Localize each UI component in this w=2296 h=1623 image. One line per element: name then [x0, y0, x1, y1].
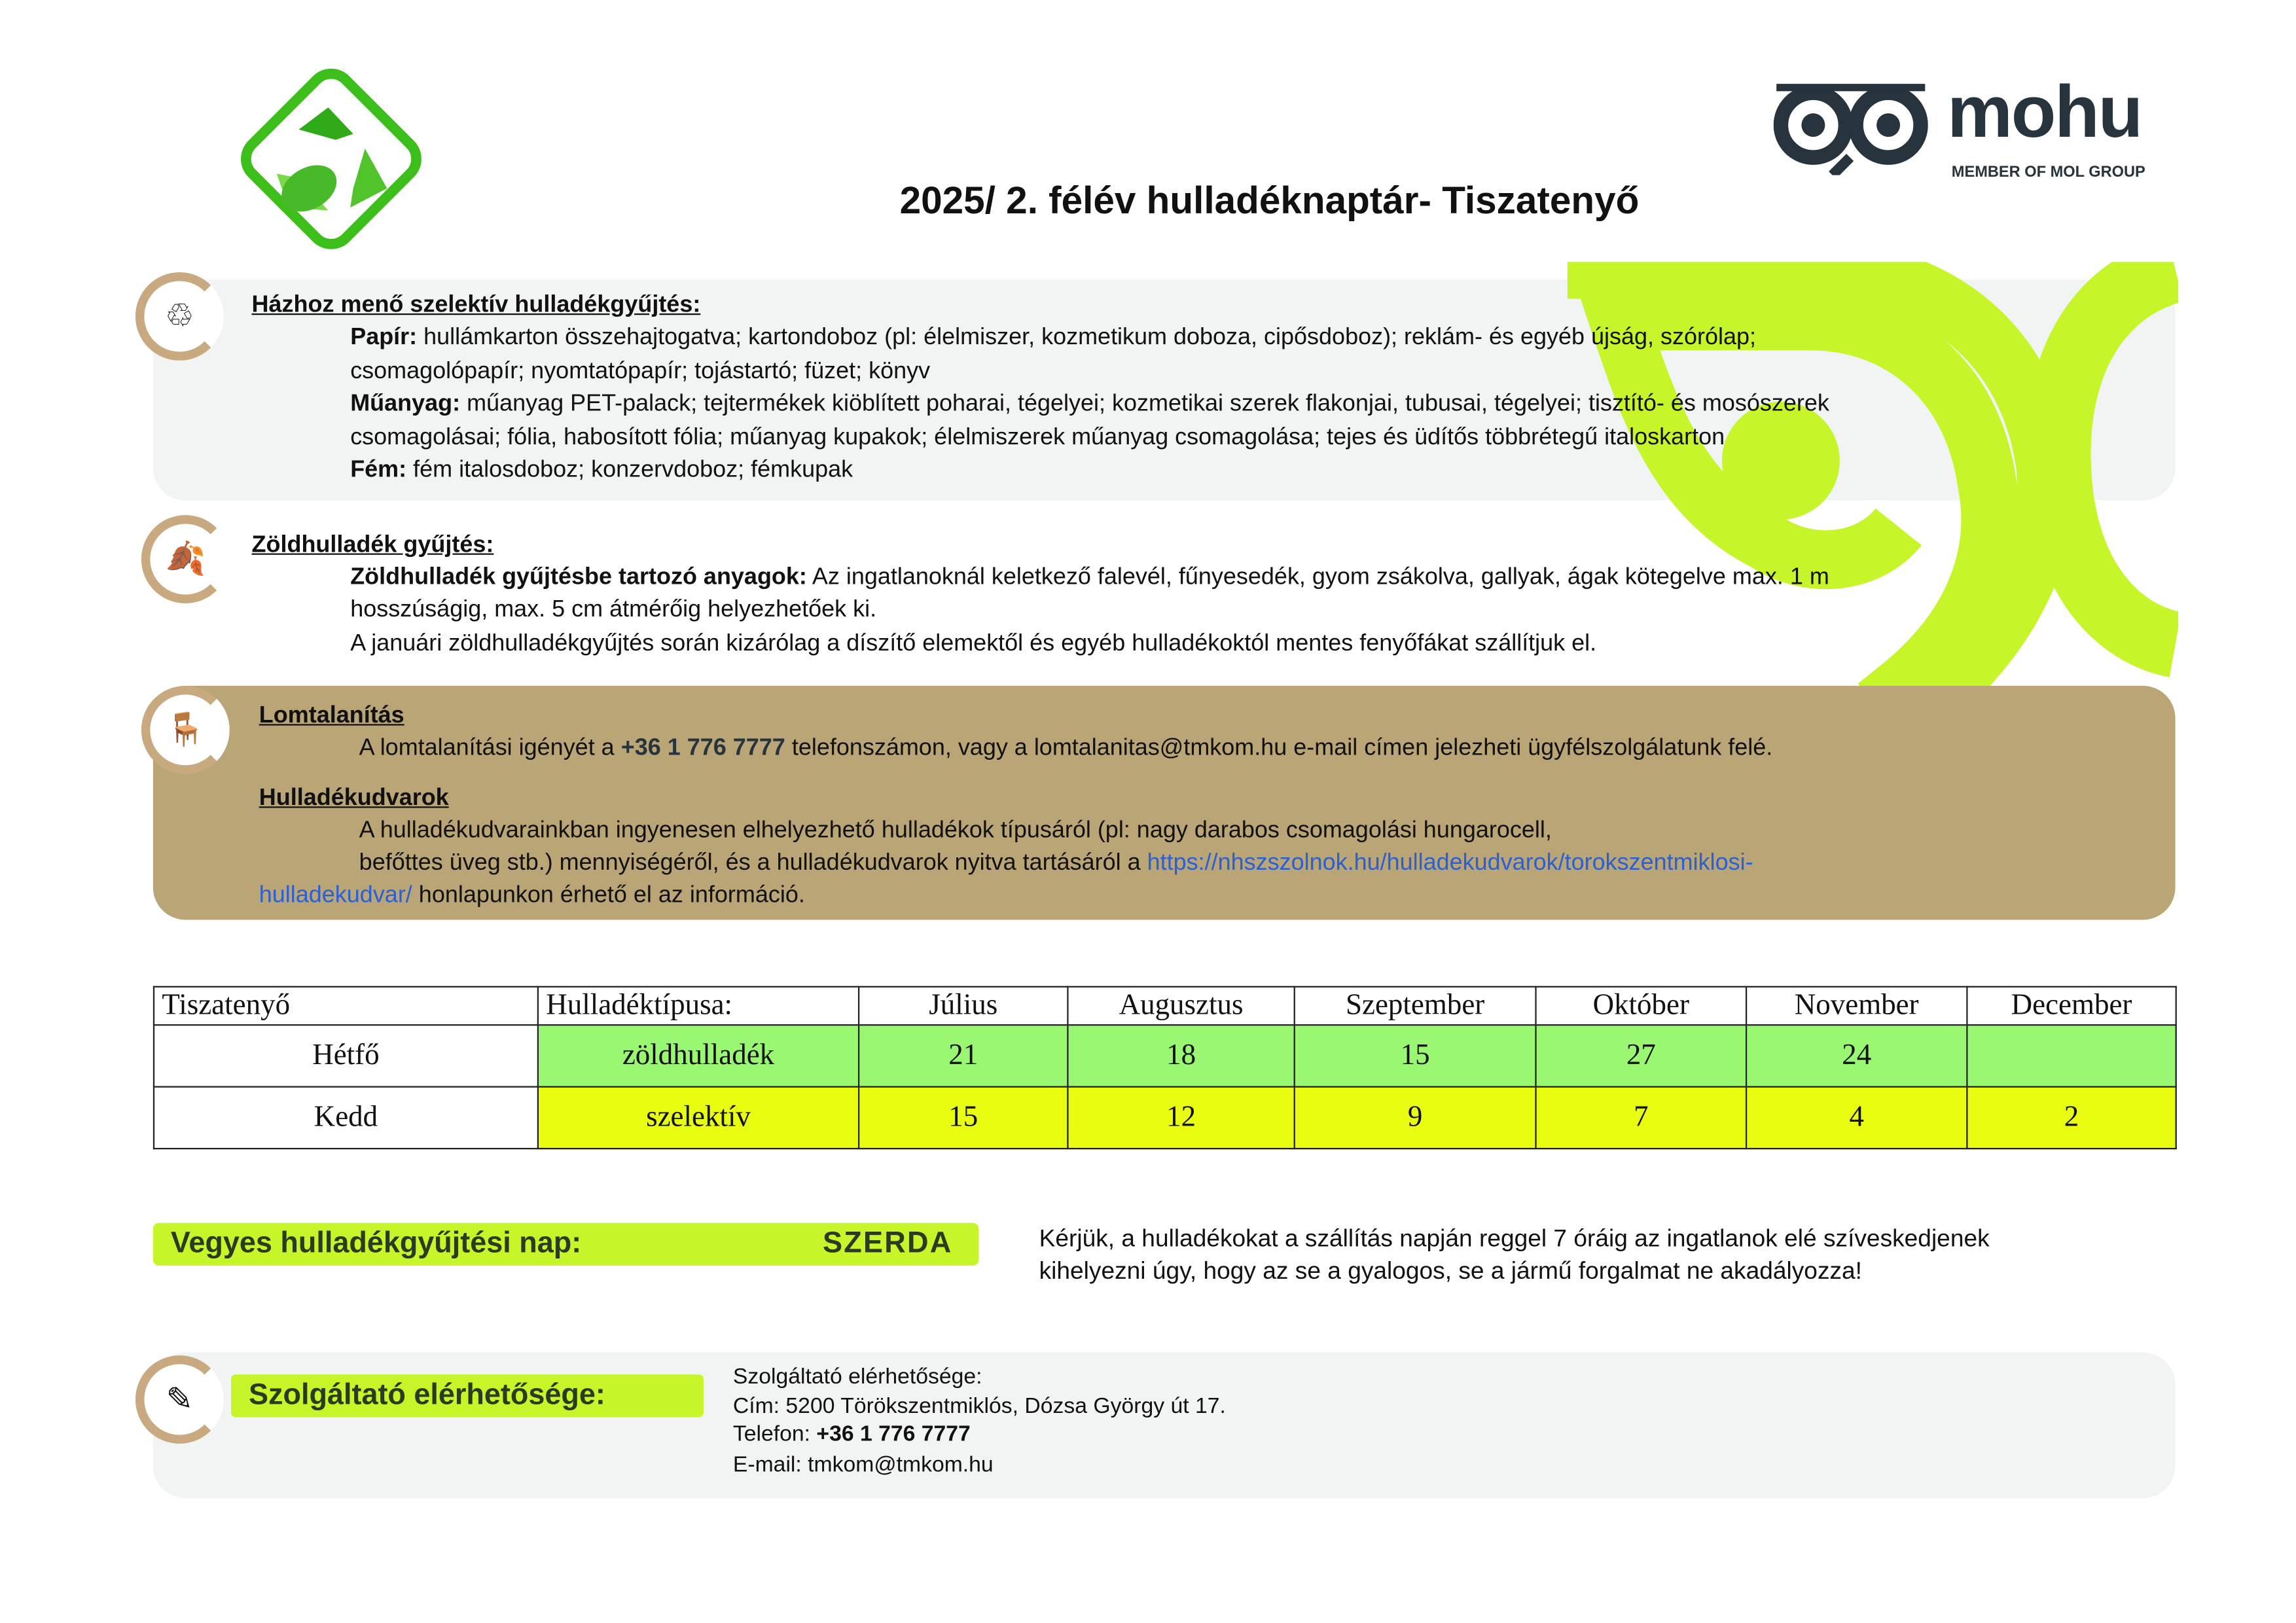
- mixed-label: Vegyes hulladékgyűjtési nap:: [170, 1227, 582, 1260]
- contact-email: E-mail: tmkom@tmkom.hu: [732, 1452, 994, 1478]
- page-title: 2025/ 2. félév hulladéknaptár- Tiszateny…: [899, 178, 1640, 223]
- date-cell: 2: [1966, 1086, 2177, 1150]
- selective-heading: Házhoz menő szelektív hulladékgyűjtés:: [251, 293, 701, 318]
- table-header-row: Tiszatenyő Hulladéktípusa: Július Augusz…: [152, 986, 2177, 1026]
- paper-label: Papír:: [350, 325, 418, 351]
- yards-line-3: hulladekudvar/ honlapunkon érhető el az …: [259, 880, 805, 914]
- notice-line-1: Kérjük, a hulladékokat a szállítás napjá…: [1039, 1226, 1990, 1253]
- header-cell: Hulladéktípusa:: [537, 986, 860, 1026]
- date-cell: 24: [1745, 1024, 1968, 1088]
- paper-text: hullámkarton összehajtogatva; kartondobo…: [417, 325, 1757, 351]
- header-cell: Október: [1535, 986, 1748, 1026]
- date-cell: 4: [1745, 1086, 1968, 1150]
- green-text: Az ingatlanoknál keletkező falevél, fűny…: [806, 565, 1829, 590]
- owl-icon: [1773, 84, 1928, 175]
- contact-address: Cím: 5200 Törökszentmiklós, Dózsa György…: [732, 1393, 1226, 1419]
- green-heading: Zöldhulladék gyűjtés:: [251, 533, 494, 558]
- mixed-day: SZERDA: [823, 1227, 953, 1260]
- green-label: Zöldhulladék gyűjtésbe tartozó anyagok:: [350, 565, 807, 590]
- bulky-post: telefonszámon, vagy a lomtalanitas@tmkom…: [785, 736, 1773, 761]
- recycle-logo: [241, 68, 422, 249]
- table-row: Hétfő zöldhulladék 21 18 15 27 24: [152, 1024, 2177, 1088]
- bulky-heading: Lomtalanítás: [259, 703, 404, 729]
- contact-phone-line: Telefon: +36 1 776 7777: [733, 1420, 971, 1450]
- yards-line-2: befőttes üveg stb.) mennyiségéről, és a …: [359, 847, 1753, 881]
- mixed-waste-bar: Vegyes hulladékgyűjtési nap: SZERDA: [152, 1222, 979, 1266]
- yards-text-end: honlapunkon érhető el az információ.: [412, 883, 805, 908]
- plastic-line-2: csomagolásai; fólia, habosított fólia; m…: [350, 425, 1725, 451]
- date-cell: 27: [1535, 1024, 1748, 1088]
- date-cell: 9: [1293, 1086, 1537, 1150]
- leaf-section-icon: 🍂: [141, 515, 230, 603]
- recycle-section-icon: ♲: [135, 272, 224, 361]
- date-cell: 21: [857, 1024, 1069, 1088]
- bulky-panel: [152, 685, 2176, 920]
- notice-line-2: kihelyezni úgy, hogy az se a gyalogos, s…: [1039, 1258, 1862, 1285]
- type-cell: zöldhulladék: [537, 1024, 860, 1088]
- yards-link-cont[interactable]: hulladekudvar/: [259, 883, 412, 908]
- chair-section-icon: 🪑: [141, 685, 230, 774]
- lime-swoosh-decoration: [1567, 262, 2179, 726]
- header-cell: Július: [857, 986, 1069, 1026]
- date-cell: 7: [1535, 1086, 1748, 1150]
- green-line-3: A januári zöldhulladékgyűjtés során kizá…: [350, 631, 1597, 656]
- yards-line-1: A hulladékudvarainkban ingyenesen elhely…: [359, 818, 1552, 844]
- contact-phone: +36 1 776 7777: [816, 1421, 971, 1447]
- metal-line: Fém: fém italosdoboz; konzervdoboz; fémk…: [350, 455, 853, 488]
- green-line-2: hosszúságig, max. 5 cm átmérőig helyezhe…: [350, 597, 877, 623]
- date-cell: 15: [1293, 1024, 1537, 1088]
- header-cell: Augusztus: [1067, 986, 1295, 1026]
- bulky-text: A lomtalanítási igényét a +36 1 776 7777…: [359, 733, 1773, 766]
- header-cell: December: [1966, 986, 2177, 1026]
- type-cell: szelektív: [537, 1086, 860, 1150]
- plastic-label: Műanyag:: [350, 391, 461, 417]
- green-line-1: Zöldhulladék gyűjtésbe tartozó anyagok: …: [350, 562, 1829, 596]
- metal-label: Fém:: [350, 457, 407, 483]
- contact-label-bar: Szolgáltató elérhetősége:: [231, 1374, 704, 1418]
- plastic-line: Műanyag: műanyag PET-palack; tejtermékek…: [350, 389, 1829, 422]
- date-cell: 12: [1067, 1086, 1295, 1150]
- plastic-text: műanyag PET-palack; tejtermékek kiöblíte…: [460, 391, 1829, 417]
- table-row: Kedd szelektív 15 12 9 7 4 2: [152, 1086, 2177, 1150]
- header-cell: Tiszatenyő: [152, 986, 539, 1026]
- schedule-table: Tiszatenyő Hulladéktípusa: Július Augusz…: [152, 986, 2177, 1150]
- edit-contact-icon: ✎: [135, 1355, 224, 1444]
- paper-line-2: csomagolópapír; nyomtatópapír; tojástart…: [350, 359, 931, 384]
- bulky-pre: A lomtalanítási igényét a: [359, 736, 621, 761]
- yards-heading: Hulladékudvarok: [259, 785, 449, 812]
- header-cell: November: [1745, 986, 1968, 1026]
- bulky-phone: +36 1 776 7777: [620, 736, 785, 761]
- yards-text: befőttes üveg stb.) mennyiségéről, és a …: [359, 850, 1147, 876]
- mohu-tagline: MEMBER OF MOL GROUP: [1951, 163, 2145, 181]
- contact-label: Szolgáltató elérhetősége:: [249, 1379, 605, 1412]
- date-cell: 18: [1067, 1024, 1295, 1088]
- mohu-wordmark: mohu: [1947, 70, 2143, 153]
- date-cell: 15: [857, 1086, 1069, 1150]
- mohu-logo: mohu MEMBER OF MOL GROUP: [1773, 71, 2157, 187]
- header-cell: Szeptember: [1293, 986, 1537, 1026]
- phone-label: Telefon:: [732, 1421, 817, 1447]
- day-cell: Hétfő: [152, 1024, 539, 1088]
- day-cell: Kedd: [152, 1086, 539, 1150]
- yards-link[interactable]: https://nhszszolnok.hu/hulladekudvarok/t…: [1147, 850, 1753, 876]
- date-cell: [1966, 1024, 2177, 1088]
- paper-line: Papír: hullámkarton összehajtogatva; kar…: [350, 322, 1756, 355]
- contact-title: Szolgáltató elérhetősége:: [732, 1364, 982, 1389]
- metal-text: fém italosdoboz; konzervdoboz; fémkupak: [406, 457, 853, 483]
